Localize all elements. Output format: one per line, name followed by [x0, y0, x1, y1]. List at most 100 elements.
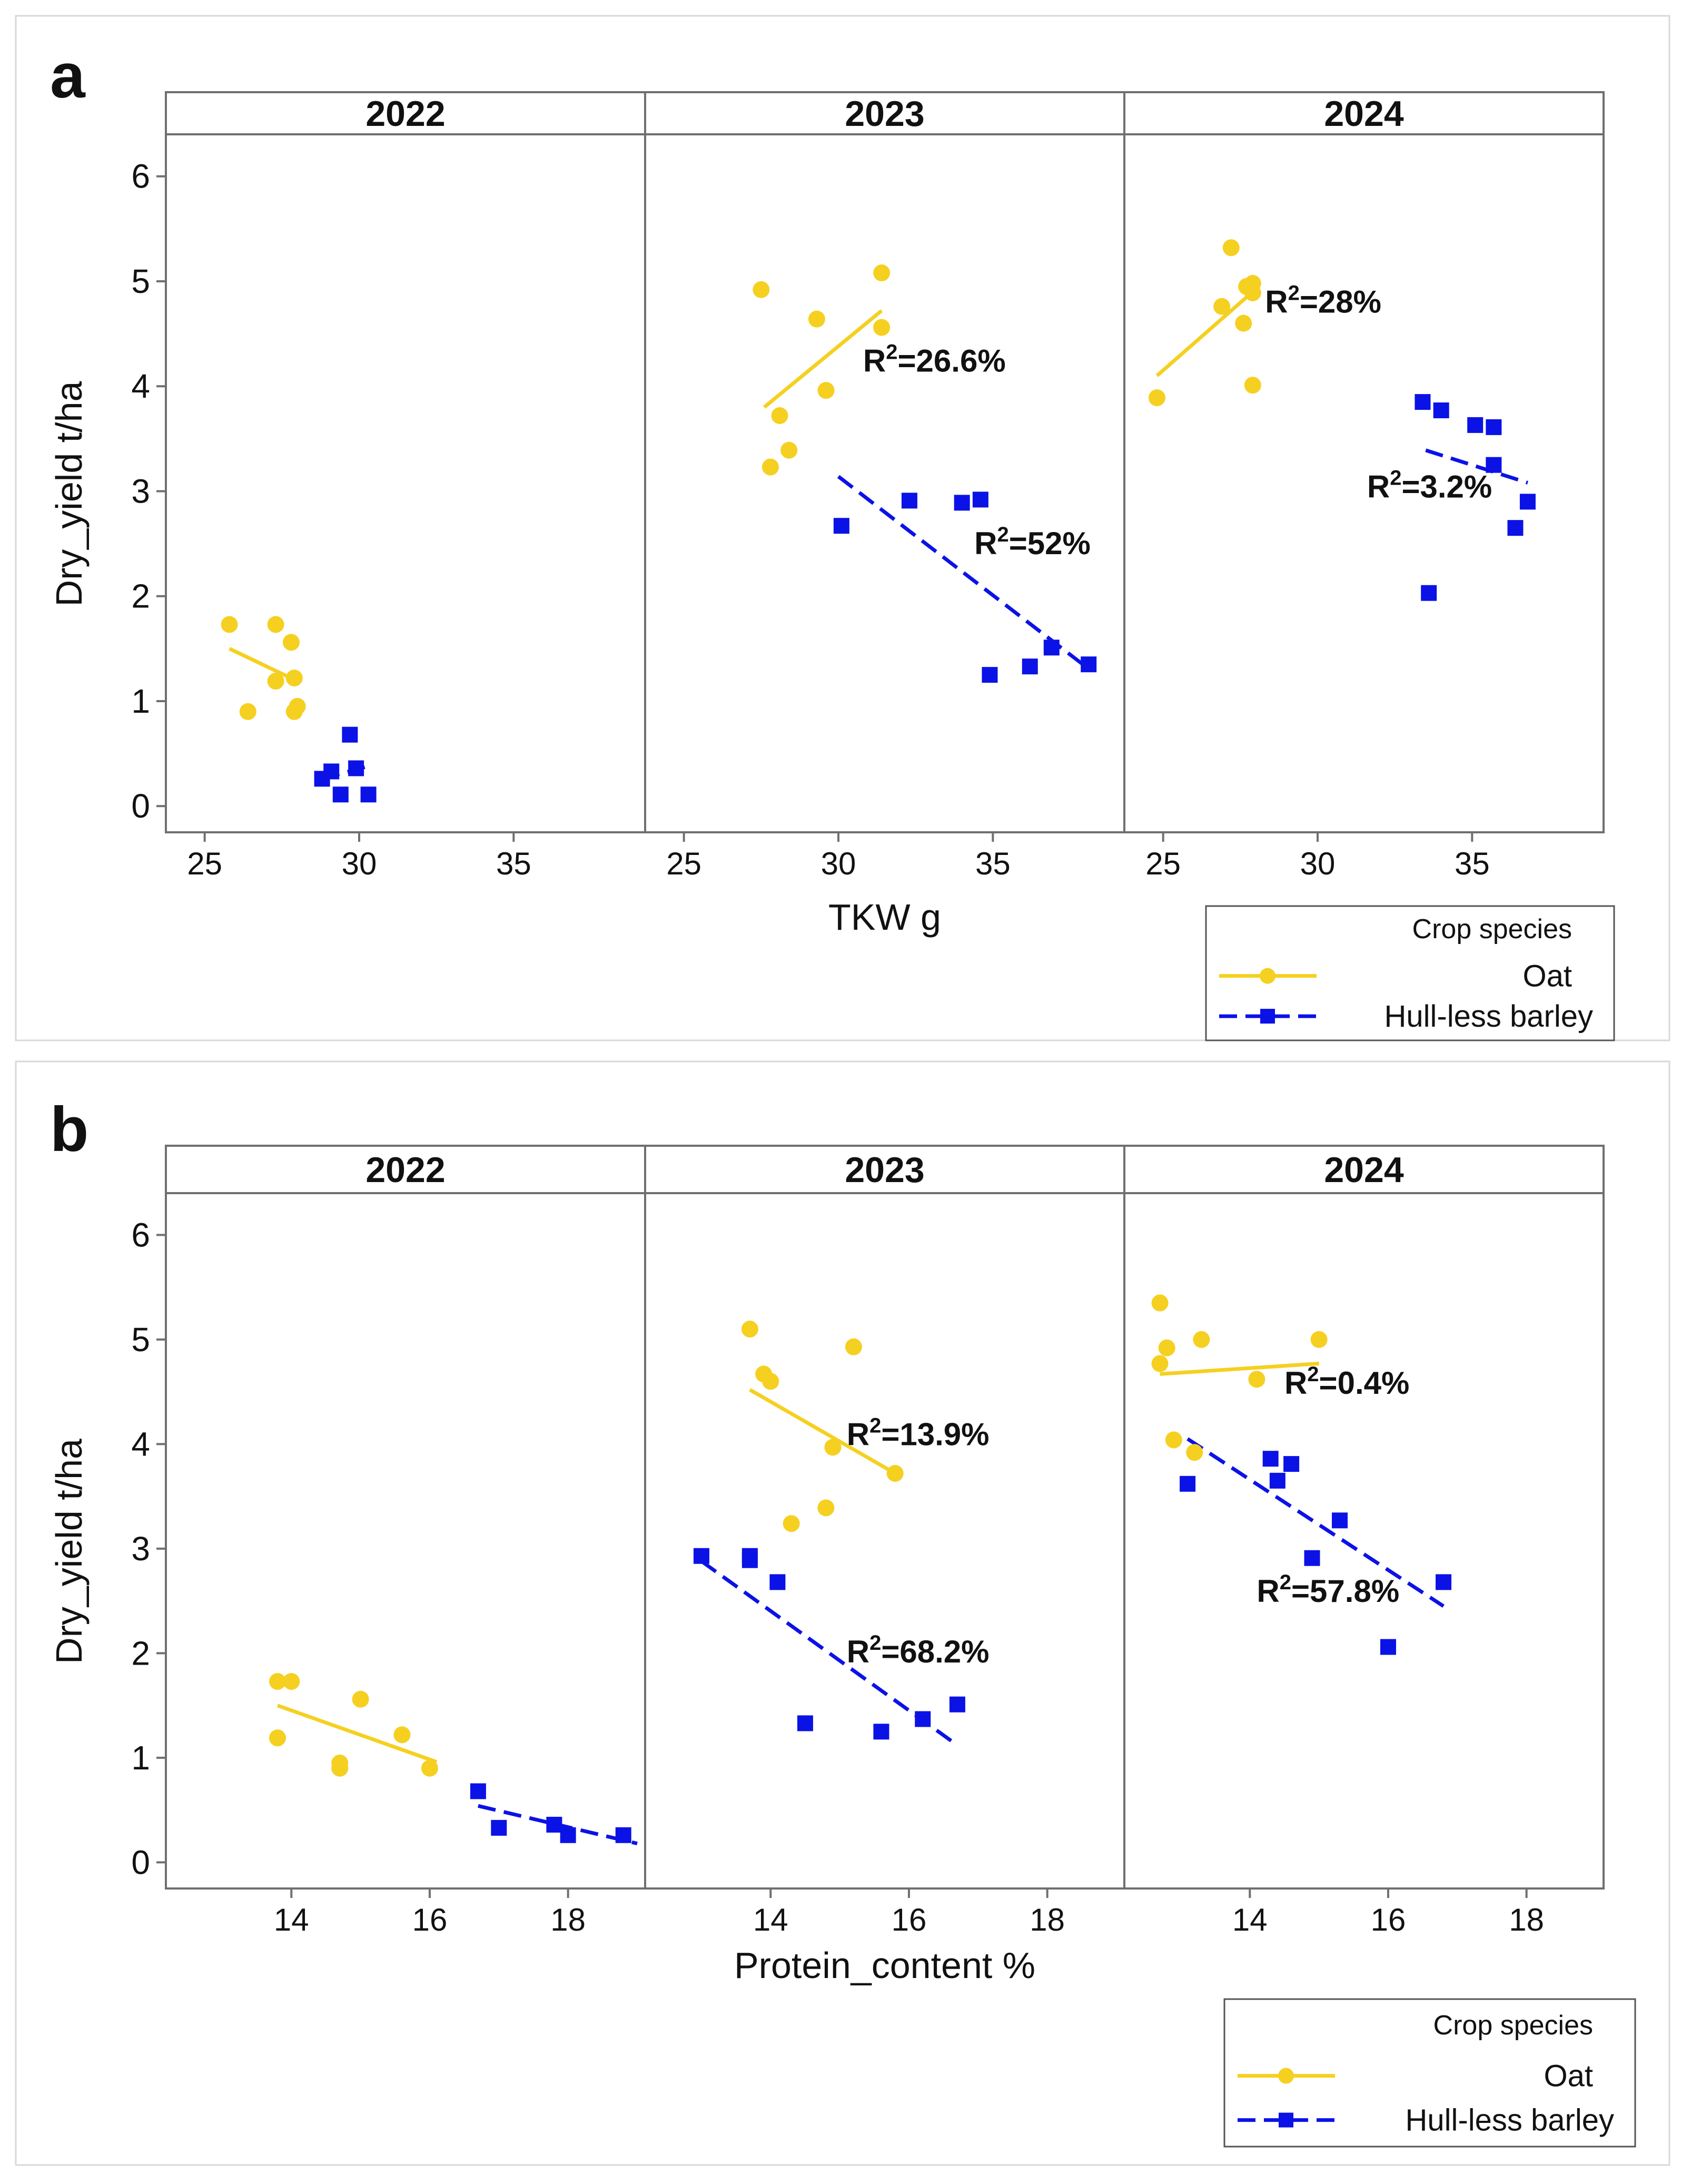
oat-point: [808, 310, 825, 328]
plot-frame: [165, 91, 1605, 833]
barley-point: [1486, 457, 1502, 473]
facet-title: 2023: [845, 1150, 924, 1190]
barley-point: [1022, 658, 1038, 675]
r2-value: =13.9%: [881, 1416, 989, 1452]
legend-barley-marker: [1279, 2112, 1293, 2128]
oat-point: [282, 634, 300, 651]
r2-superscript: 2: [1280, 1571, 1291, 1594]
r2-label: R: [974, 526, 997, 561]
oat-fit-line: [763, 309, 883, 409]
y-tick-label: 1: [131, 1739, 150, 1777]
barley-point: [915, 1711, 931, 1727]
barley-fit-line: [1425, 448, 1528, 485]
x-tick-label: 35: [496, 846, 531, 881]
barley-point: [1332, 1512, 1348, 1529]
barley-point: [1421, 585, 1437, 601]
r2-value: =28%: [1300, 284, 1381, 320]
facet-title: 2022: [365, 94, 445, 134]
oat-point: [267, 616, 284, 633]
barley-point: [1262, 1451, 1279, 1467]
barley-point: [954, 495, 970, 511]
oat-point: [239, 703, 256, 720]
r2-label: R: [863, 343, 886, 378]
r2-superscript: 2: [886, 340, 897, 363]
barley-point: [1081, 656, 1097, 673]
r2-value: =26.6%: [898, 343, 1006, 378]
y-axis: 0 1 2 3 4 5 6: [131, 158, 166, 825]
oat-point: [267, 673, 284, 690]
facet-2022: 2022 14 16 18: [269, 1150, 638, 1937]
oat-point: [817, 382, 835, 399]
barley-point: [323, 763, 340, 780]
x-tick-label: 30: [1300, 846, 1336, 881]
r2-value: =0.4%: [1319, 1365, 1410, 1401]
barley-point: [833, 518, 849, 534]
r2-value: =3.2%: [1401, 469, 1492, 504]
legend-barley-marker: [1260, 1009, 1275, 1024]
barley-point: [1507, 520, 1524, 536]
oat-point: [817, 1499, 835, 1517]
oat-point: [762, 1373, 779, 1390]
r2-annotation-barley: R2=57.8%: [1257, 1571, 1399, 1609]
facet-title: 2024: [1324, 94, 1403, 134]
r2-label: R: [1257, 1573, 1279, 1609]
y-axis: 0 1 2 3 4 5 6: [131, 1216, 166, 1881]
y-tick-label: 1: [131, 682, 150, 720]
oat-point: [762, 458, 779, 476]
y-tick-label: 3: [131, 1530, 150, 1568]
barley-point: [1433, 402, 1449, 419]
barley-point: [1519, 494, 1536, 510]
oat-fit-line: [276, 1704, 438, 1764]
barley-point: [797, 1715, 813, 1732]
barley-point: [1380, 1639, 1396, 1655]
barley-point: [342, 726, 358, 743]
y-tick-label: 4: [131, 367, 150, 405]
oat-point: [1248, 1371, 1265, 1388]
legend-oat-marker: [1260, 968, 1275, 984]
y-tick-label: 3: [131, 472, 150, 510]
oat-point: [873, 264, 891, 282]
x-tick-label: 25: [187, 846, 222, 881]
legend-oat-label: Oat: [1544, 2059, 1594, 2093]
r2-superscript: 2: [869, 1631, 881, 1655]
barley-point: [1043, 640, 1060, 656]
oat-point: [886, 1464, 904, 1482]
r2-label: R: [1265, 284, 1288, 320]
panel-frame: [15, 1060, 1670, 2166]
legend-barley-label: Hull-less barley: [1406, 2103, 1614, 2138]
y-tick-label: 5: [131, 262, 150, 300]
oat-point: [1148, 389, 1165, 407]
oat-point: [771, 407, 788, 424]
x-tick-label: 14: [1232, 1902, 1268, 1937]
barley-point: [470, 1783, 486, 1799]
oat-point: [1151, 1355, 1169, 1372]
oat-point: [845, 1338, 862, 1355]
oat-point: [393, 1726, 411, 1744]
oat-point: [824, 1439, 842, 1456]
oat-point: [421, 1759, 438, 1777]
barley-point: [1269, 1472, 1285, 1489]
x-tick-label: 18: [550, 1902, 586, 1937]
barley-point: [1436, 1574, 1452, 1590]
x-tick-label: 14: [274, 1902, 309, 1937]
y-tick-label: 6: [131, 1216, 150, 1254]
oat-point: [269, 1729, 286, 1747]
barley-point: [949, 1696, 965, 1713]
oat-point: [221, 616, 238, 633]
oat-point: [1158, 1339, 1175, 1356]
facet-2022: 2022 25 30 35: [187, 94, 531, 881]
oat-point: [1222, 239, 1240, 257]
r2-annotation-oat: R2=26.6%: [863, 340, 1006, 378]
barley-fit-line: [1186, 1437, 1445, 1608]
r2-superscript: 2: [1307, 1363, 1319, 1386]
oat-point: [1186, 1444, 1203, 1461]
oat-point: [780, 441, 798, 459]
barley-point: [1283, 1456, 1300, 1472]
oat-point: [1151, 1294, 1169, 1312]
barley-point: [491, 1819, 507, 1836]
oat-point: [1244, 377, 1261, 394]
panel-b: b 0 1 2 3 4 5 6 Dry_yield t/ha Protein_content % 2…: [15, 1060, 1670, 2166]
